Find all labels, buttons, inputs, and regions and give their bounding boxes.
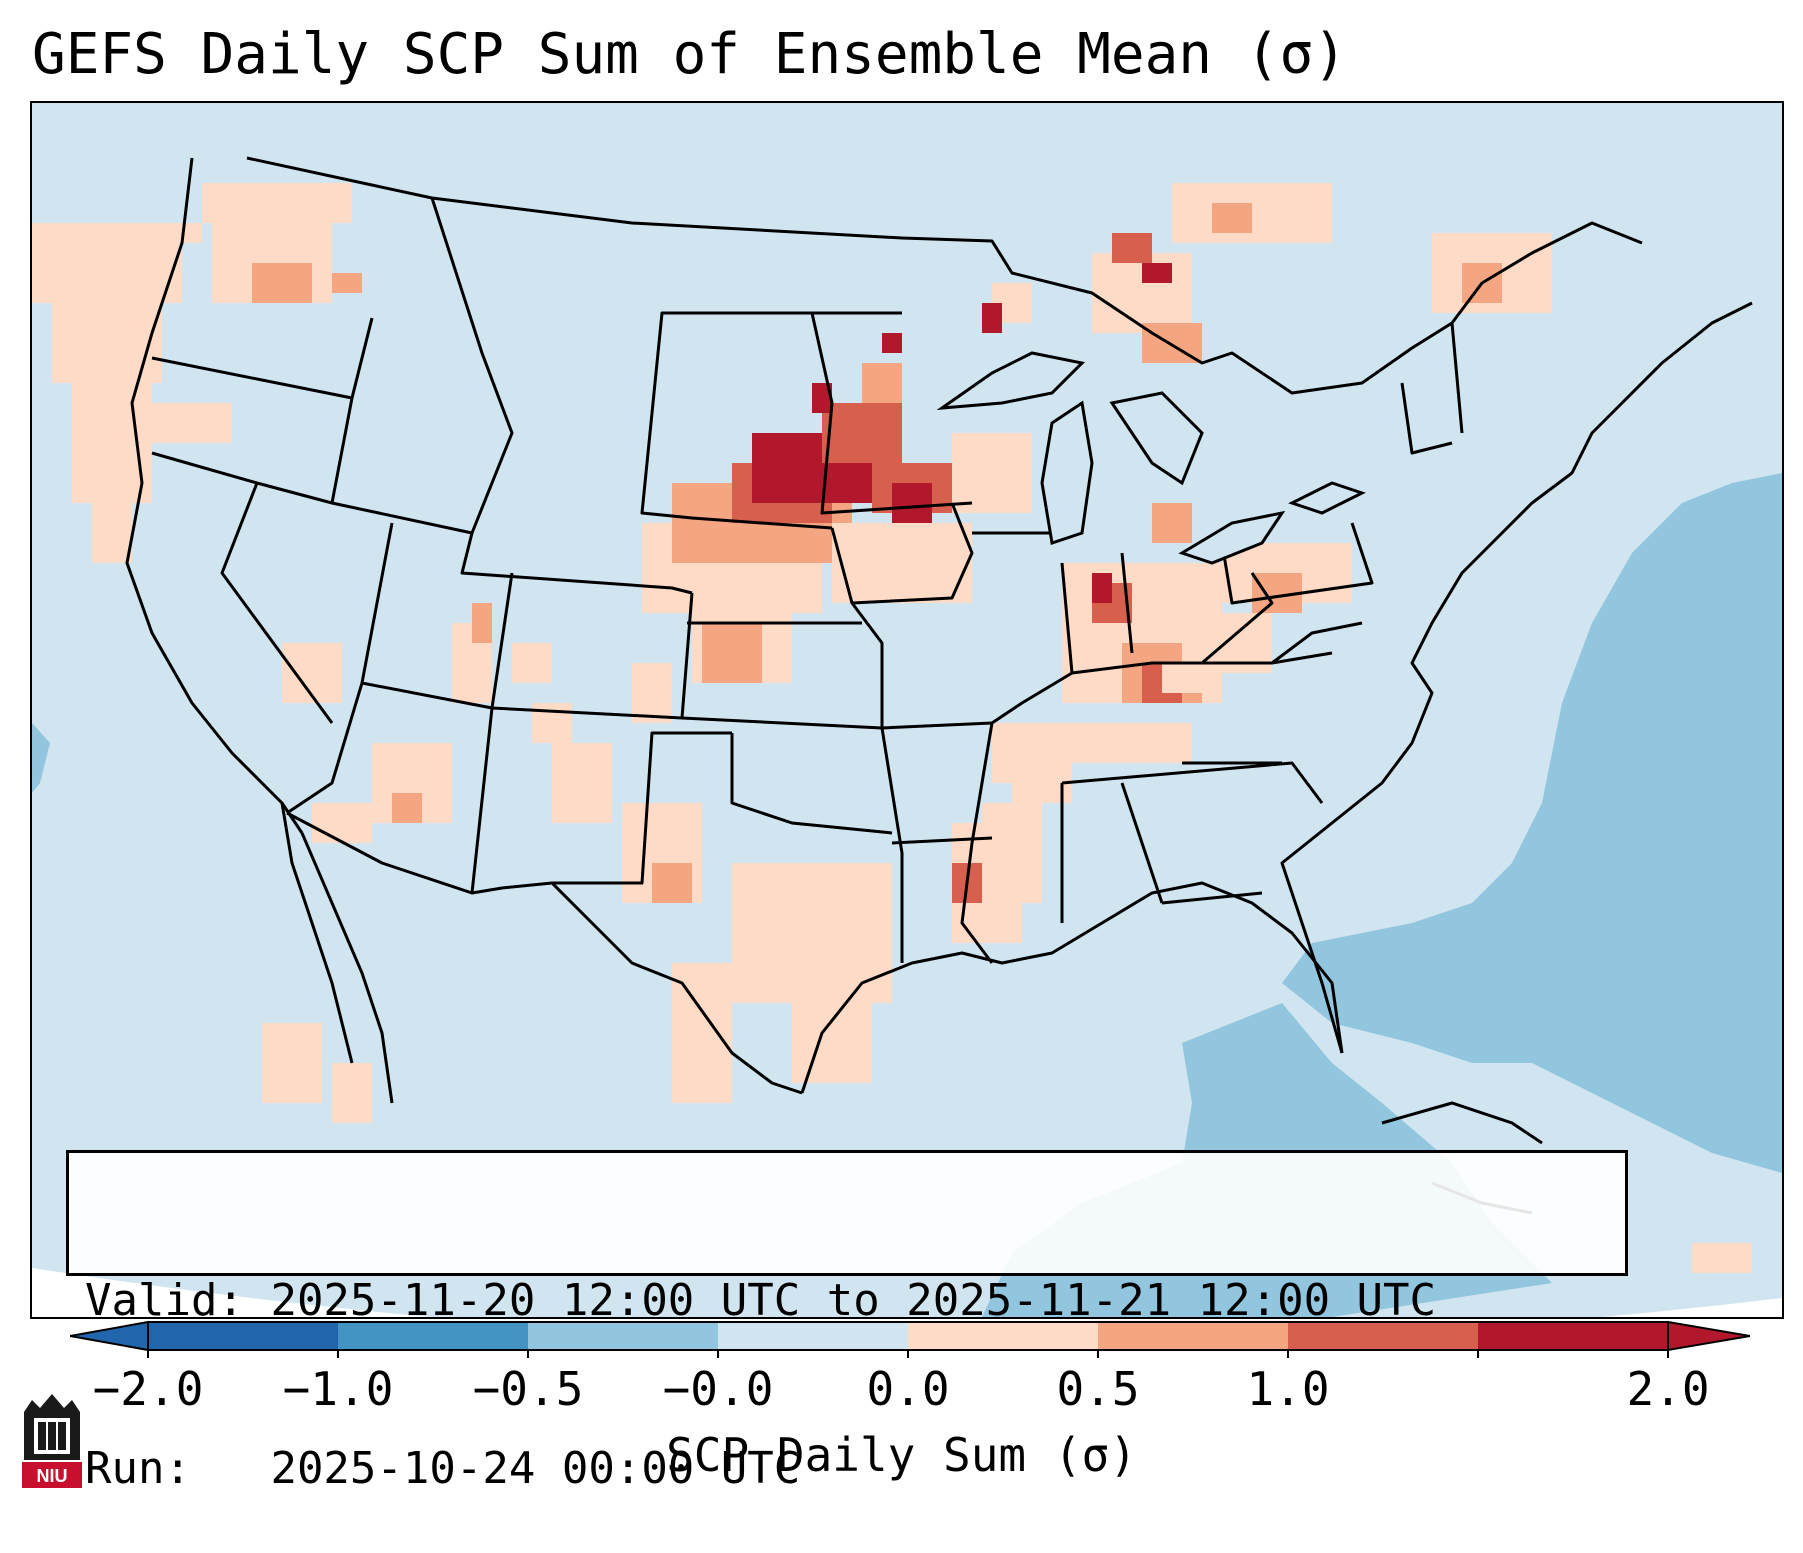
map-panel xyxy=(30,101,1784,1319)
colorbar-extend-low xyxy=(70,1320,149,1352)
anomaly-cell xyxy=(332,1063,372,1123)
colorbar-segment xyxy=(148,1322,339,1350)
anomaly-cell xyxy=(982,803,1042,903)
anomaly-cell xyxy=(252,263,312,303)
valid-label: Valid: xyxy=(85,1275,244,1326)
anomaly-cell xyxy=(312,803,372,843)
anomaly-cell xyxy=(332,273,362,293)
anomaly-cell xyxy=(1692,1243,1752,1273)
colorbar-segment xyxy=(718,1322,909,1350)
anomaly-cell xyxy=(952,433,1032,513)
colorbar-tick-label: −1.0 xyxy=(282,1362,394,1416)
anomaly-cell xyxy=(822,403,902,463)
run-value: 2025-10-24 00:00 UTC xyxy=(270,1443,801,1494)
positive-anomaly-areas xyxy=(32,183,1752,1273)
anomaly-cell xyxy=(92,503,132,563)
colorbar-segment xyxy=(1288,1322,1479,1350)
logo-bar xyxy=(58,1422,66,1450)
colorbar xyxy=(70,1320,1750,1358)
anomaly-cell xyxy=(832,523,972,603)
anomaly-cell xyxy=(72,383,152,503)
colorbar-tick-label: 2.0 xyxy=(1626,1362,1710,1416)
anomaly-cell xyxy=(1092,573,1112,603)
logo-bar xyxy=(48,1422,56,1450)
anomaly-cell xyxy=(812,383,832,413)
colorbar-segment xyxy=(338,1322,529,1350)
anomaly-cell xyxy=(472,603,492,643)
logo-text: NIU xyxy=(37,1466,68,1486)
run-row: Run: 2025-10-24 00:00 UTC xyxy=(85,1441,1609,1497)
anomaly-cell xyxy=(202,183,352,223)
map-canvas xyxy=(32,103,1782,1317)
anomaly-cell xyxy=(792,983,872,1083)
anomaly-cell xyxy=(862,363,902,403)
valid-run-info-box: Valid: 2025-11-20 12:00 UTC to 2025-11-2… xyxy=(66,1150,1628,1494)
anomaly-cell xyxy=(672,963,732,1103)
anomaly-cell xyxy=(812,463,872,503)
colorbar-segment xyxy=(528,1322,719,1350)
anomaly-cell xyxy=(1112,233,1152,263)
anomaly-cell xyxy=(392,793,422,823)
run-label: Run: xyxy=(85,1443,191,1494)
anomaly-cell xyxy=(262,1023,322,1103)
colorbar-tick-label: 0.5 xyxy=(1056,1362,1140,1416)
anomaly-cell xyxy=(652,863,692,903)
anomaly-cell xyxy=(1072,723,1192,763)
anomaly-cell xyxy=(702,623,762,683)
colorbar-tick-label: −2.0 xyxy=(92,1362,204,1416)
anomaly-cell xyxy=(552,743,612,823)
colorbar-segment xyxy=(1098,1322,1289,1350)
anomaly-cell xyxy=(32,223,202,243)
anomaly-cell xyxy=(512,643,552,683)
logo-banner xyxy=(22,1462,82,1488)
niu-logo: NIU xyxy=(22,1394,82,1488)
colorbar-extend-high xyxy=(1667,1320,1750,1352)
anomaly-cell xyxy=(52,303,162,383)
logo-bar xyxy=(38,1422,46,1450)
anomaly-cell xyxy=(1162,663,1202,693)
state-boundaries xyxy=(125,156,1753,1095)
anomaly-cell xyxy=(732,863,892,1003)
anomaly-cell xyxy=(1142,263,1172,283)
valid-value: 2025-11-20 12:00 UTC to 2025-11-21 12:00… xyxy=(270,1275,1437,1326)
anomaly-cell xyxy=(1152,503,1192,543)
colorbar-tick-label: 0.0 xyxy=(866,1362,950,1416)
colorbar-label: SCP Daily Sum (σ) xyxy=(666,1428,1137,1482)
anomaly-cell xyxy=(632,663,672,723)
anomaly-cell xyxy=(152,403,232,443)
colorbar-tick-label: −0.5 xyxy=(472,1362,584,1416)
great-lakes xyxy=(936,351,1366,565)
anomaly-cell xyxy=(32,243,182,303)
anomaly-cell xyxy=(982,303,1002,333)
anomaly-cell xyxy=(882,333,902,353)
colorbar-segment xyxy=(1478,1322,1669,1350)
anomaly-cell xyxy=(892,483,932,523)
anomaly-cell xyxy=(1212,203,1252,233)
colorbar-tick-label: −0.0 xyxy=(662,1362,774,1416)
colorbar-segment xyxy=(908,1322,1099,1350)
valid-row: Valid: 2025-11-20 12:00 UTC to 2025-11-2… xyxy=(85,1273,1609,1329)
anomaly-cell xyxy=(282,643,342,703)
colorbar-tick-label: 1.0 xyxy=(1246,1362,1330,1416)
chart-title: GEFS Daily SCP Sum of Ensemble Mean (σ) xyxy=(32,22,1347,87)
